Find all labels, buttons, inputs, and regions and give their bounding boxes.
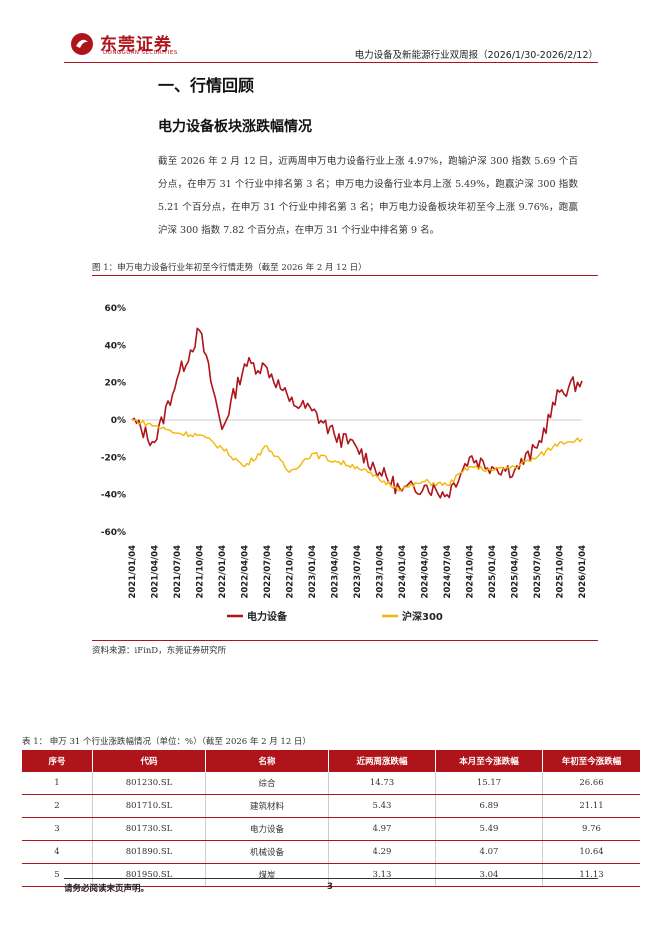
x-tick-label: 2022/04/04	[241, 545, 251, 599]
cell-code: 801950.SL	[92, 863, 206, 887]
cell-ytd: 10.64	[542, 840, 640, 864]
table-row: 3 801730.SL 电力设备 4.97 5.49 9.76	[22, 817, 640, 841]
x-tick-label: 2021/07/04	[173, 545, 183, 599]
cell-name: 机械设备	[205, 840, 329, 864]
figure-top-rule	[92, 275, 598, 276]
header-cell: 代码	[92, 750, 206, 772]
cell-code: 801710.SL	[92, 794, 206, 818]
y-tick-label: 40%	[104, 341, 126, 351]
x-tick-label: 2023/07/04	[353, 545, 363, 599]
footer-divider	[64, 878, 598, 879]
table-caption: 表 1： 申万 31 个行业涨跌幅情况（单位：%）（截至 2026 年 2 月 …	[22, 737, 311, 747]
figure-source: 资料来源：iFinD，东莞证券研究所	[92, 646, 227, 656]
cell-ytd: 26.66	[542, 772, 640, 795]
y-tick-label: 20%	[104, 379, 126, 389]
series-line-power-equipment	[131, 327, 583, 499]
figure-caption: 图 1：申万电力设备行业年初至今行情走势（截至 2026 年 2 月 12 日）	[92, 263, 367, 273]
company-name-cn: 东莞证券	[100, 35, 172, 55]
x-tick-label: 2022/01/04	[218, 545, 228, 599]
y-tick-label: 0%	[111, 416, 126, 426]
x-tick-label: 2021/10/04	[196, 545, 206, 599]
y-tick-label: -40%	[101, 491, 126, 501]
company-name-en: DONGGUAN SECURITIES	[103, 50, 178, 56]
y-tick-label: 60%	[104, 304, 126, 314]
y-tick-label: -60%	[101, 528, 126, 538]
header-divider	[64, 62, 598, 63]
cell-index: 4	[22, 840, 93, 864]
cell-two-week: 4.97	[328, 817, 436, 841]
x-tick-label: 2025/01/04	[488, 545, 498, 599]
legend-label: 电力设备	[247, 610, 288, 623]
x-tick-label: 2023/01/04	[308, 545, 318, 599]
page-number: 3	[327, 882, 333, 892]
header-cell: 年初至今涨跌幅	[542, 750, 640, 772]
x-tick-label: 2025/10/04	[556, 545, 566, 599]
table-row: 4 801890.SL 机械设备 4.29 4.07 10.64	[22, 840, 640, 864]
line-chart: 60% 40% 20% 0% -20% -40% -60%2021/01/04 2021/04…	[101, 304, 588, 623]
series-line-csi300	[132, 419, 583, 492]
cell-ytd: 11.13	[542, 863, 640, 887]
cell-code: 801230.SL	[92, 772, 206, 795]
legend-label: 沪深300	[402, 610, 443, 623]
cell-two-week: 14.73	[328, 772, 436, 795]
x-tick-label: 2026/01/04	[578, 545, 588, 599]
cell-two-week: 5.43	[328, 794, 436, 818]
x-tick-label: 2022/10/04	[286, 545, 296, 599]
table-row: 2 801710.SL 建筑材料 5.43 6.89 21.11	[22, 794, 640, 818]
x-tick-label: 2023/04/04	[331, 545, 341, 599]
disclaimer-note: 请务必阅读末页声明。	[64, 884, 150, 894]
cell-ytd: 21.11	[542, 794, 640, 818]
header-cell: 近两周涨跌幅	[328, 750, 436, 772]
company-logo-icon	[71, 33, 93, 55]
cell-index: 5	[22, 863, 93, 887]
figure-bottom-rule	[92, 640, 598, 641]
x-tick-label: 2025/04/04	[511, 545, 521, 599]
body-paragraph: 截至 2026 年 2 月 12 日，近两周申万电力设备行业上涨 4.97%，跑…	[158, 150, 578, 242]
table-row: 1 801230.SL 综合 14.73 15.17 26.66	[22, 772, 640, 795]
x-tick-label: 2024/07/04	[443, 545, 453, 599]
table-header-row: 序号 代码 名称 近两周涨跌幅 本月至今涨跌幅 年初至今涨跌幅	[22, 750, 640, 772]
x-tick-label: 2024/10/04	[466, 545, 476, 599]
header-cell: 本月至今涨跌幅	[435, 750, 543, 772]
header-cell: 名称	[205, 750, 329, 772]
x-tick-label: 2021/01/04	[128, 545, 138, 599]
x-tick-label: 2022/07/04	[263, 545, 273, 599]
x-tick-label: 2023/10/04	[376, 545, 386, 599]
cell-code: 801730.SL	[92, 817, 206, 841]
y-tick-label: -20%	[101, 453, 126, 463]
cell-name: 电力设备	[205, 817, 329, 841]
x-tick-label: 2024/04/04	[421, 545, 431, 599]
cell-ytd: 9.76	[542, 817, 640, 841]
cell-index: 3	[22, 817, 93, 841]
cell-index: 2	[22, 794, 93, 818]
x-tick-label: 2024/01/04	[398, 545, 408, 599]
table-row: 5 801950.SL 煤炭 3.13 3.04 11.13	[22, 863, 640, 887]
cell-mtd: 3.04	[435, 863, 543, 887]
cell-mtd: 5.49	[435, 817, 543, 841]
cell-code: 801890.SL	[92, 840, 206, 864]
cell-mtd: 6.89	[435, 794, 543, 818]
cell-two-week: 4.29	[328, 840, 436, 864]
cell-index: 1	[22, 772, 93, 795]
x-tick-label: 2025/07/04	[533, 545, 543, 599]
cell-mtd: 15.17	[435, 772, 543, 795]
industry-table: 序号 代码 名称 近两周涨跌幅 本月至今涨跌幅 年初至今涨跌幅 1 801230…	[22, 750, 640, 887]
cell-name: 煤炭	[205, 863, 329, 887]
paragraph-text: 截至 2026 年 2 月 12 日，近两周申万电力设备行业上涨 4.97%，跑…	[158, 156, 578, 236]
header-cell: 序号	[22, 750, 93, 772]
report-title: 电力设备及新能源行业双周报（2026/1/30-2026/2/12）	[354, 50, 598, 61]
cell-two-week: 3.13	[328, 863, 436, 887]
cell-mtd: 4.07	[435, 840, 543, 864]
x-tick-label: 2021/04/04	[151, 545, 161, 599]
cell-name: 建筑材料	[205, 794, 329, 818]
cell-name: 综合	[205, 772, 329, 795]
section-title: 一、行情回顾	[158, 76, 255, 95]
sub-title: 电力设备板块涨跌幅情况	[158, 119, 312, 135]
